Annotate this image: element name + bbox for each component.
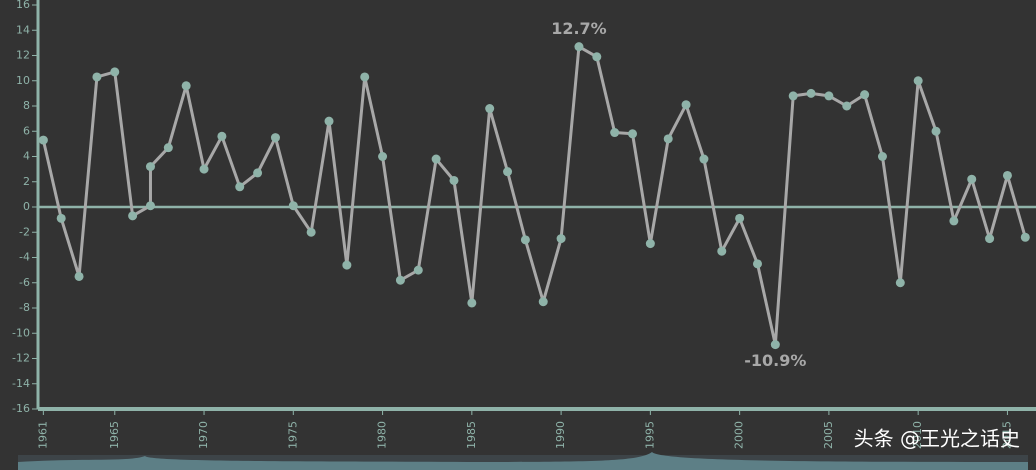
data-point — [145, 162, 155, 172]
data-point — [574, 42, 584, 52]
data-point — [324, 116, 334, 126]
data-point — [163, 143, 173, 153]
data-point — [145, 201, 155, 211]
annotation: -10.9% — [744, 351, 806, 370]
data-point — [431, 154, 441, 164]
data-point — [110, 67, 120, 77]
y-tick-label: -4 — [19, 251, 30, 264]
data-point — [645, 239, 655, 249]
y-tick-label: 6 — [23, 124, 30, 137]
data-point — [681, 100, 691, 110]
data-point — [217, 131, 227, 141]
zoom-preview — [18, 452, 1028, 470]
data-point — [985, 234, 995, 244]
data-point — [449, 175, 459, 185]
x-tick-label: 1961 — [36, 421, 49, 449]
data-point — [378, 152, 388, 161]
data-point — [1020, 232, 1030, 242]
data-point — [752, 259, 762, 269]
x-tick-label: 1990 — [554, 421, 567, 449]
data-point — [395, 275, 405, 285]
data-point — [92, 72, 102, 82]
data-point — [74, 271, 84, 281]
data-point — [663, 134, 673, 144]
data-point — [56, 213, 66, 223]
x-tick-label: 2005 — [822, 421, 835, 449]
y-tick-label: 16 — [16, 0, 30, 11]
data-point — [788, 91, 798, 101]
data-point — [1002, 170, 1012, 180]
data-point — [556, 234, 566, 244]
data-point — [735, 213, 745, 223]
x-tick-label: 2015 — [1000, 421, 1013, 449]
x-tick-label: 1980 — [376, 421, 389, 449]
data-point — [181, 81, 191, 91]
y-tick-label: 2 — [23, 175, 30, 188]
data-point — [288, 201, 298, 211]
data-point — [913, 76, 923, 86]
data-point — [824, 91, 834, 101]
y-tick-label: -2 — [19, 225, 30, 238]
data-point — [628, 129, 638, 139]
x-tick-label: 1985 — [465, 421, 478, 449]
annotation: 12.7% — [551, 19, 607, 38]
data-point — [485, 104, 495, 114]
data-point — [895, 278, 905, 288]
y-tick-label: 0 — [23, 200, 30, 213]
data-point — [967, 174, 977, 184]
x-tick-label: 1975 — [286, 421, 299, 449]
y-tick-label: -12 — [12, 352, 30, 365]
data-point — [860, 90, 870, 100]
data-point — [842, 101, 852, 111]
data-point — [199, 164, 209, 174]
data-point — [592, 52, 602, 62]
data-point — [610, 128, 620, 138]
x-tick-label: 1965 — [108, 421, 121, 449]
watermark: 头条 @王光之话史 — [854, 427, 1020, 451]
data-point — [699, 154, 709, 164]
y-tick-label: -16 — [12, 402, 30, 415]
data-point — [342, 260, 352, 270]
y-tick-label: -8 — [19, 301, 30, 314]
data-point — [467, 298, 477, 308]
x-tick-label: 1970 — [197, 421, 210, 449]
y-tick-label: 14 — [16, 23, 30, 36]
y-tick-label: 10 — [16, 74, 30, 87]
data-point — [949, 216, 959, 226]
data-point — [360, 72, 370, 82]
data-point — [253, 168, 263, 178]
y-tick-label: 8 — [23, 99, 30, 112]
y-tick-label: -14 — [12, 377, 30, 390]
data-point — [520, 235, 530, 245]
y-tick-label: -10 — [12, 326, 30, 339]
x-tick-label: 2000 — [733, 421, 746, 449]
data-point — [128, 211, 138, 221]
data-point — [806, 88, 816, 98]
data-point — [413, 265, 423, 275]
data-point — [931, 126, 941, 136]
y-tick-label: 4 — [23, 150, 30, 163]
data-point — [38, 135, 48, 145]
data-point — [235, 182, 245, 192]
data-point — [717, 246, 727, 256]
data-point — [538, 297, 548, 307]
data-point — [503, 167, 513, 177]
data-point — [306, 227, 316, 237]
data-point — [877, 152, 887, 161]
y-tick-label: -6 — [19, 276, 30, 289]
data-point — [270, 133, 280, 143]
y-tick-label: 12 — [16, 49, 30, 62]
data-point — [770, 340, 780, 350]
x-tick-label: 2010 — [911, 421, 924, 449]
x-tick-label: 1995 — [643, 421, 656, 449]
